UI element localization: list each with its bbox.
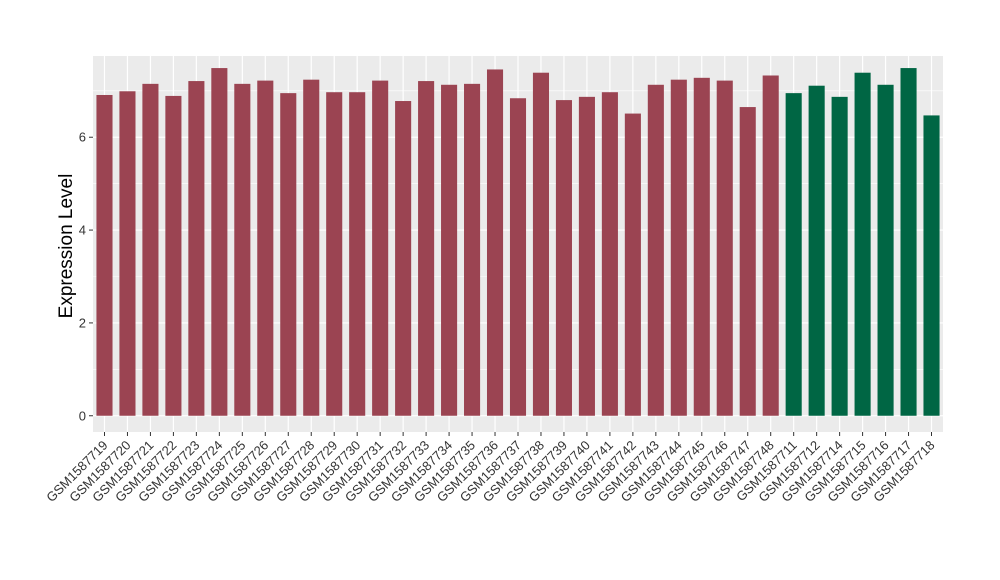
- bar-GSM1587728: [303, 79, 320, 416]
- bar-GSM1587731: [372, 80, 389, 416]
- bar-GSM1587715: [854, 72, 871, 416]
- x-axis: GSM1587719GSM1587720GSM1587721GSM1587722…: [43, 432, 938, 505]
- bar-GSM1587720: [119, 91, 136, 416]
- bar-GSM1587719: [96, 94, 113, 416]
- bar-GSM1587736: [486, 69, 504, 416]
- bar-GSM1587729: [326, 92, 343, 416]
- bar-GSM1587717: [900, 68, 917, 416]
- bar-GSM1587721: [142, 83, 159, 416]
- bar-GSM1587726: [257, 80, 274, 416]
- bar-GSM1587745: [693, 77, 710, 416]
- bar-GSM1587741: [601, 92, 618, 416]
- y-tick-label: 2: [79, 315, 86, 330]
- bar-GSM1587727: [280, 93, 297, 416]
- bar-GSM1587730: [349, 92, 366, 416]
- bar-GSM1587711: [785, 93, 802, 416]
- bar-GSM1587732: [395, 101, 412, 416]
- bar-GSM1587738: [532, 72, 550, 416]
- bar-GSM1587742: [624, 113, 641, 416]
- bar-GSM1587733: [418, 81, 435, 416]
- bar-GSM1587747: [739, 107, 756, 416]
- bars-layer: [96, 68, 940, 416]
- bar-GSM1587744: [670, 79, 687, 416]
- bar-GSM1587748: [762, 75, 779, 416]
- y-tick-label: 6: [79, 130, 86, 145]
- y-tick-label: 0: [79, 408, 86, 423]
- bar-GSM1587712: [808, 85, 825, 416]
- bar-GSM1587722: [165, 95, 182, 416]
- bar-GSM1587725: [234, 83, 251, 416]
- y-axis: 0 2 4 6: [79, 130, 93, 423]
- bar-GSM1587735: [464, 83, 481, 416]
- bar-GSM1587743: [647, 84, 664, 416]
- bar-GSM1587718: [923, 115, 940, 416]
- bar-GSM1587723: [188, 81, 205, 416]
- y-axis-title: Expression Level: [56, 174, 77, 319]
- bar-GSM1587740: [578, 96, 595, 416]
- bar-GSM1587734: [441, 84, 458, 416]
- bar-GSM1587714: [831, 96, 848, 416]
- y-tick-label: 4: [79, 223, 86, 238]
- bar-GSM1587737: [509, 98, 527, 416]
- bar-GSM1587724: [211, 68, 228, 416]
- bar-GSM1587716: [877, 84, 894, 416]
- bar-GSM1587746: [716, 80, 733, 416]
- bar-GSM1587739: [555, 100, 572, 416]
